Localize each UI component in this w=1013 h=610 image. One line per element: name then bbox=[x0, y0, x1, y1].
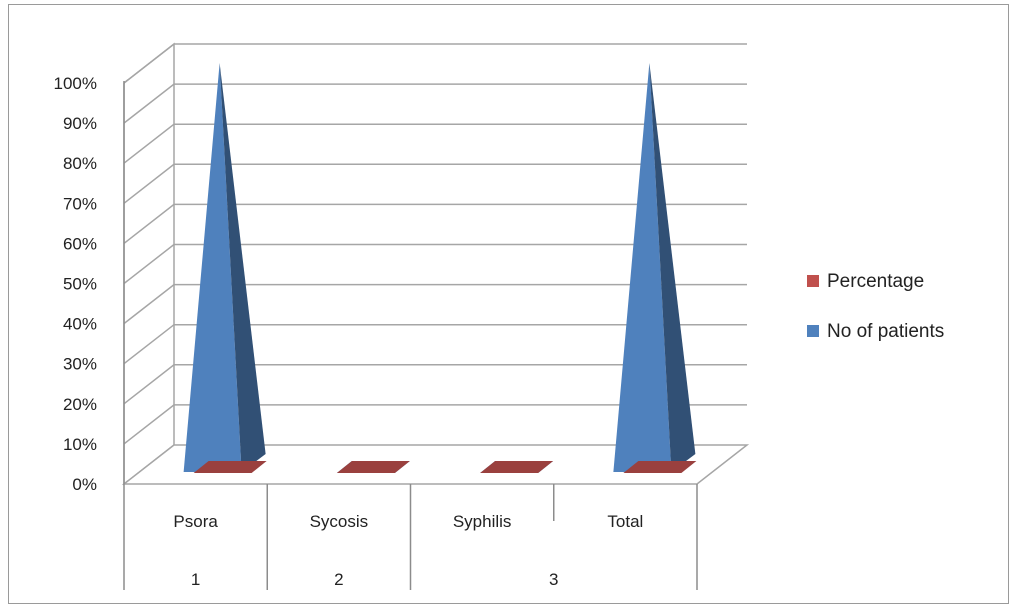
gridline bbox=[123, 404, 747, 445]
gridline bbox=[123, 163, 747, 204]
group-label: 3 bbox=[549, 570, 558, 589]
y-tick-label: 40% bbox=[63, 315, 97, 334]
gridline bbox=[123, 123, 747, 164]
y-tick-label: 50% bbox=[63, 275, 97, 294]
zero-value-mark bbox=[623, 461, 697, 473]
gridline bbox=[123, 283, 747, 325]
pyramid-side bbox=[649, 63, 696, 472]
group-label: 2 bbox=[334, 570, 343, 589]
group-label: 1 bbox=[191, 570, 200, 589]
category-label: Psora bbox=[173, 512, 218, 531]
pyramid-front bbox=[613, 63, 672, 472]
y-tick-label: 80% bbox=[63, 154, 97, 173]
y-tick-label: 60% bbox=[63, 234, 97, 253]
category-label: Sycosis bbox=[310, 512, 369, 531]
gridline bbox=[123, 43, 747, 84]
gridline bbox=[123, 364, 747, 405]
legend-label: No of patients bbox=[827, 321, 944, 342]
zero-value-mark bbox=[193, 461, 267, 473]
zero-value-mark bbox=[336, 461, 410, 473]
chart-frame bbox=[8, 4, 1009, 604]
category-label: Total bbox=[607, 512, 643, 531]
gridline bbox=[123, 203, 747, 244]
legend-swatch bbox=[807, 325, 819, 337]
y-tick-label: 100% bbox=[54, 74, 97, 93]
y-tick-label: 30% bbox=[63, 355, 97, 374]
pyramid-front bbox=[183, 63, 242, 472]
y-tick-label: 20% bbox=[63, 395, 97, 414]
legend-label: Percentage bbox=[827, 271, 924, 292]
gridline bbox=[123, 323, 747, 365]
y-tick-label: 70% bbox=[63, 194, 97, 213]
zero-value-mark bbox=[480, 461, 554, 473]
pyramid-side bbox=[219, 63, 266, 472]
y-tick-label: 90% bbox=[63, 114, 97, 133]
gridline bbox=[123, 243, 747, 285]
floor bbox=[121, 444, 750, 485]
y-tick-label: 10% bbox=[63, 435, 97, 454]
y-tick-label: 0% bbox=[72, 475, 97, 494]
category-label: Syphilis bbox=[453, 512, 512, 531]
legend-swatch bbox=[807, 275, 819, 287]
gridline bbox=[123, 83, 747, 124]
